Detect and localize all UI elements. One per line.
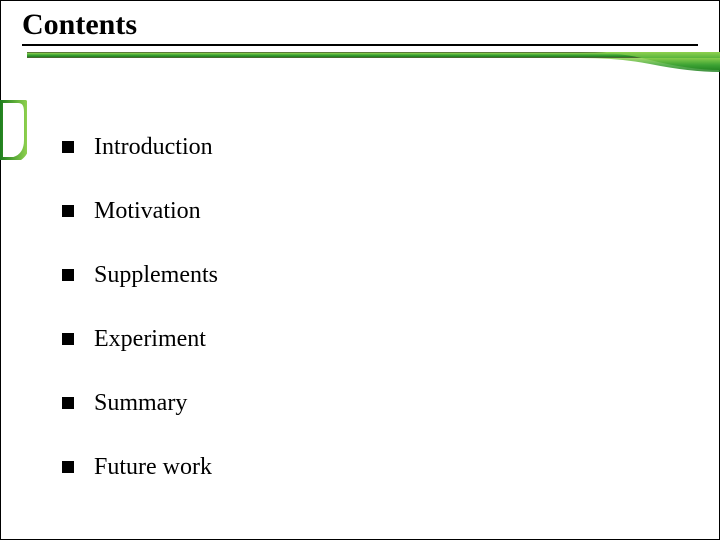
content-list: Introduction Motivation Supplements Experim…: [62, 135, 642, 519]
list-item: Experiment: [62, 327, 642, 351]
page-title: Contents: [22, 8, 137, 42]
square-bullet-icon: [62, 269, 74, 281]
left-tab-accent: [0, 100, 27, 160]
green-accent-bar: [0, 48, 720, 78]
list-item-label: Supplements: [94, 263, 218, 287]
list-item-label: Experiment: [94, 327, 206, 351]
header: Contents: [22, 8, 137, 42]
square-bullet-icon: [62, 141, 74, 153]
list-item-label: Introduction: [94, 135, 213, 159]
list-item: Motivation: [62, 199, 642, 223]
square-bullet-icon: [62, 397, 74, 409]
square-bullet-icon: [62, 461, 74, 473]
list-item-label: Summary: [94, 391, 187, 415]
list-item-label: Motivation: [94, 199, 201, 223]
square-bullet-icon: [62, 333, 74, 345]
list-item-label: Future work: [94, 455, 212, 479]
square-bullet-icon: [62, 205, 74, 217]
title-underline: [22, 44, 698, 46]
list-item: Supplements: [62, 263, 642, 287]
list-item: Introduction: [62, 135, 642, 159]
list-item: Summary: [62, 391, 642, 415]
list-item: Future work: [62, 455, 642, 479]
green-curve-accent: [580, 48, 720, 72]
